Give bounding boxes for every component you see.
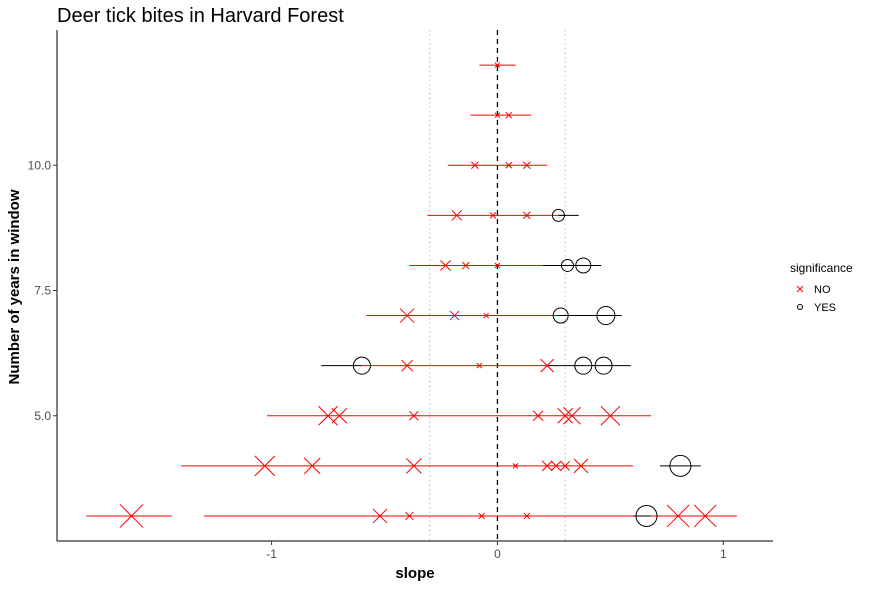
point-no [541,460,553,472]
legend-label: NO [814,284,831,296]
point-no [478,512,485,520]
point-no [449,310,460,321]
point-yes [551,208,565,222]
point-no [483,312,490,319]
point-yes [596,306,616,326]
point-yes [352,356,371,375]
point-no [471,161,479,170]
point-no [331,407,348,424]
x-axis-title: slope [395,565,434,582]
point-no [494,262,501,269]
point-no [404,511,414,521]
point-no [372,508,388,524]
point-no [461,261,470,270]
point-yes [594,356,613,375]
point-no [523,512,531,520]
point-no [119,504,144,528]
x-tick-label: -1 [266,547,277,561]
point-no [666,504,690,528]
y-axis-title: Number of years in window [6,189,23,384]
x-tick-label: 0 [494,547,501,561]
x-tick-label: 1 [720,547,727,561]
point-no [489,212,497,219]
legend-label: YES [814,302,836,314]
y-axis-ticks: 5.0 7.5 10.0 [28,158,57,423]
legend-entries: NO YES [796,284,836,314]
y-tick-label: 10.0 [28,158,52,172]
legend-title: significance [790,261,853,275]
point-no [550,460,562,472]
point-yes [552,307,569,324]
point-no [505,111,513,119]
point-no [318,405,338,426]
point-no [693,504,717,528]
point-no [563,406,581,425]
point-no [440,260,451,271]
data-points [119,62,717,528]
point-no [494,62,501,68]
point-no [522,211,531,220]
point-no [401,359,413,372]
point-no [560,460,571,471]
x-axis-ticks: -1 0 1 [266,541,727,561]
point-no [540,358,554,373]
point-yes [635,504,658,527]
legend-key-no [796,285,804,293]
legend-key-yes [797,304,803,310]
point-no [505,161,513,169]
y-tick-label: 7.5 [34,284,51,298]
point-yes [669,454,692,477]
point-no [557,407,574,424]
y-tick-label: 5.0 [34,409,51,423]
point-yes [575,257,592,274]
point-no [522,161,531,170]
point-yes [574,356,593,375]
point-no [494,112,501,119]
reference-lines [429,30,566,541]
point-no [512,462,519,469]
legend: significance NO YES [790,261,853,314]
point-no [532,410,544,422]
point-no [600,405,621,426]
error-bars [86,64,737,517]
point-no [476,362,483,369]
chart-title: Deer tick bites in Harvard Forest [57,5,344,27]
point-no [573,458,589,474]
point-yes [560,258,574,272]
point-no [451,210,463,221]
point-no [303,457,321,475]
point-no [399,308,415,323]
point-no [254,455,276,477]
point-no [409,410,419,421]
point-no [406,457,422,474]
